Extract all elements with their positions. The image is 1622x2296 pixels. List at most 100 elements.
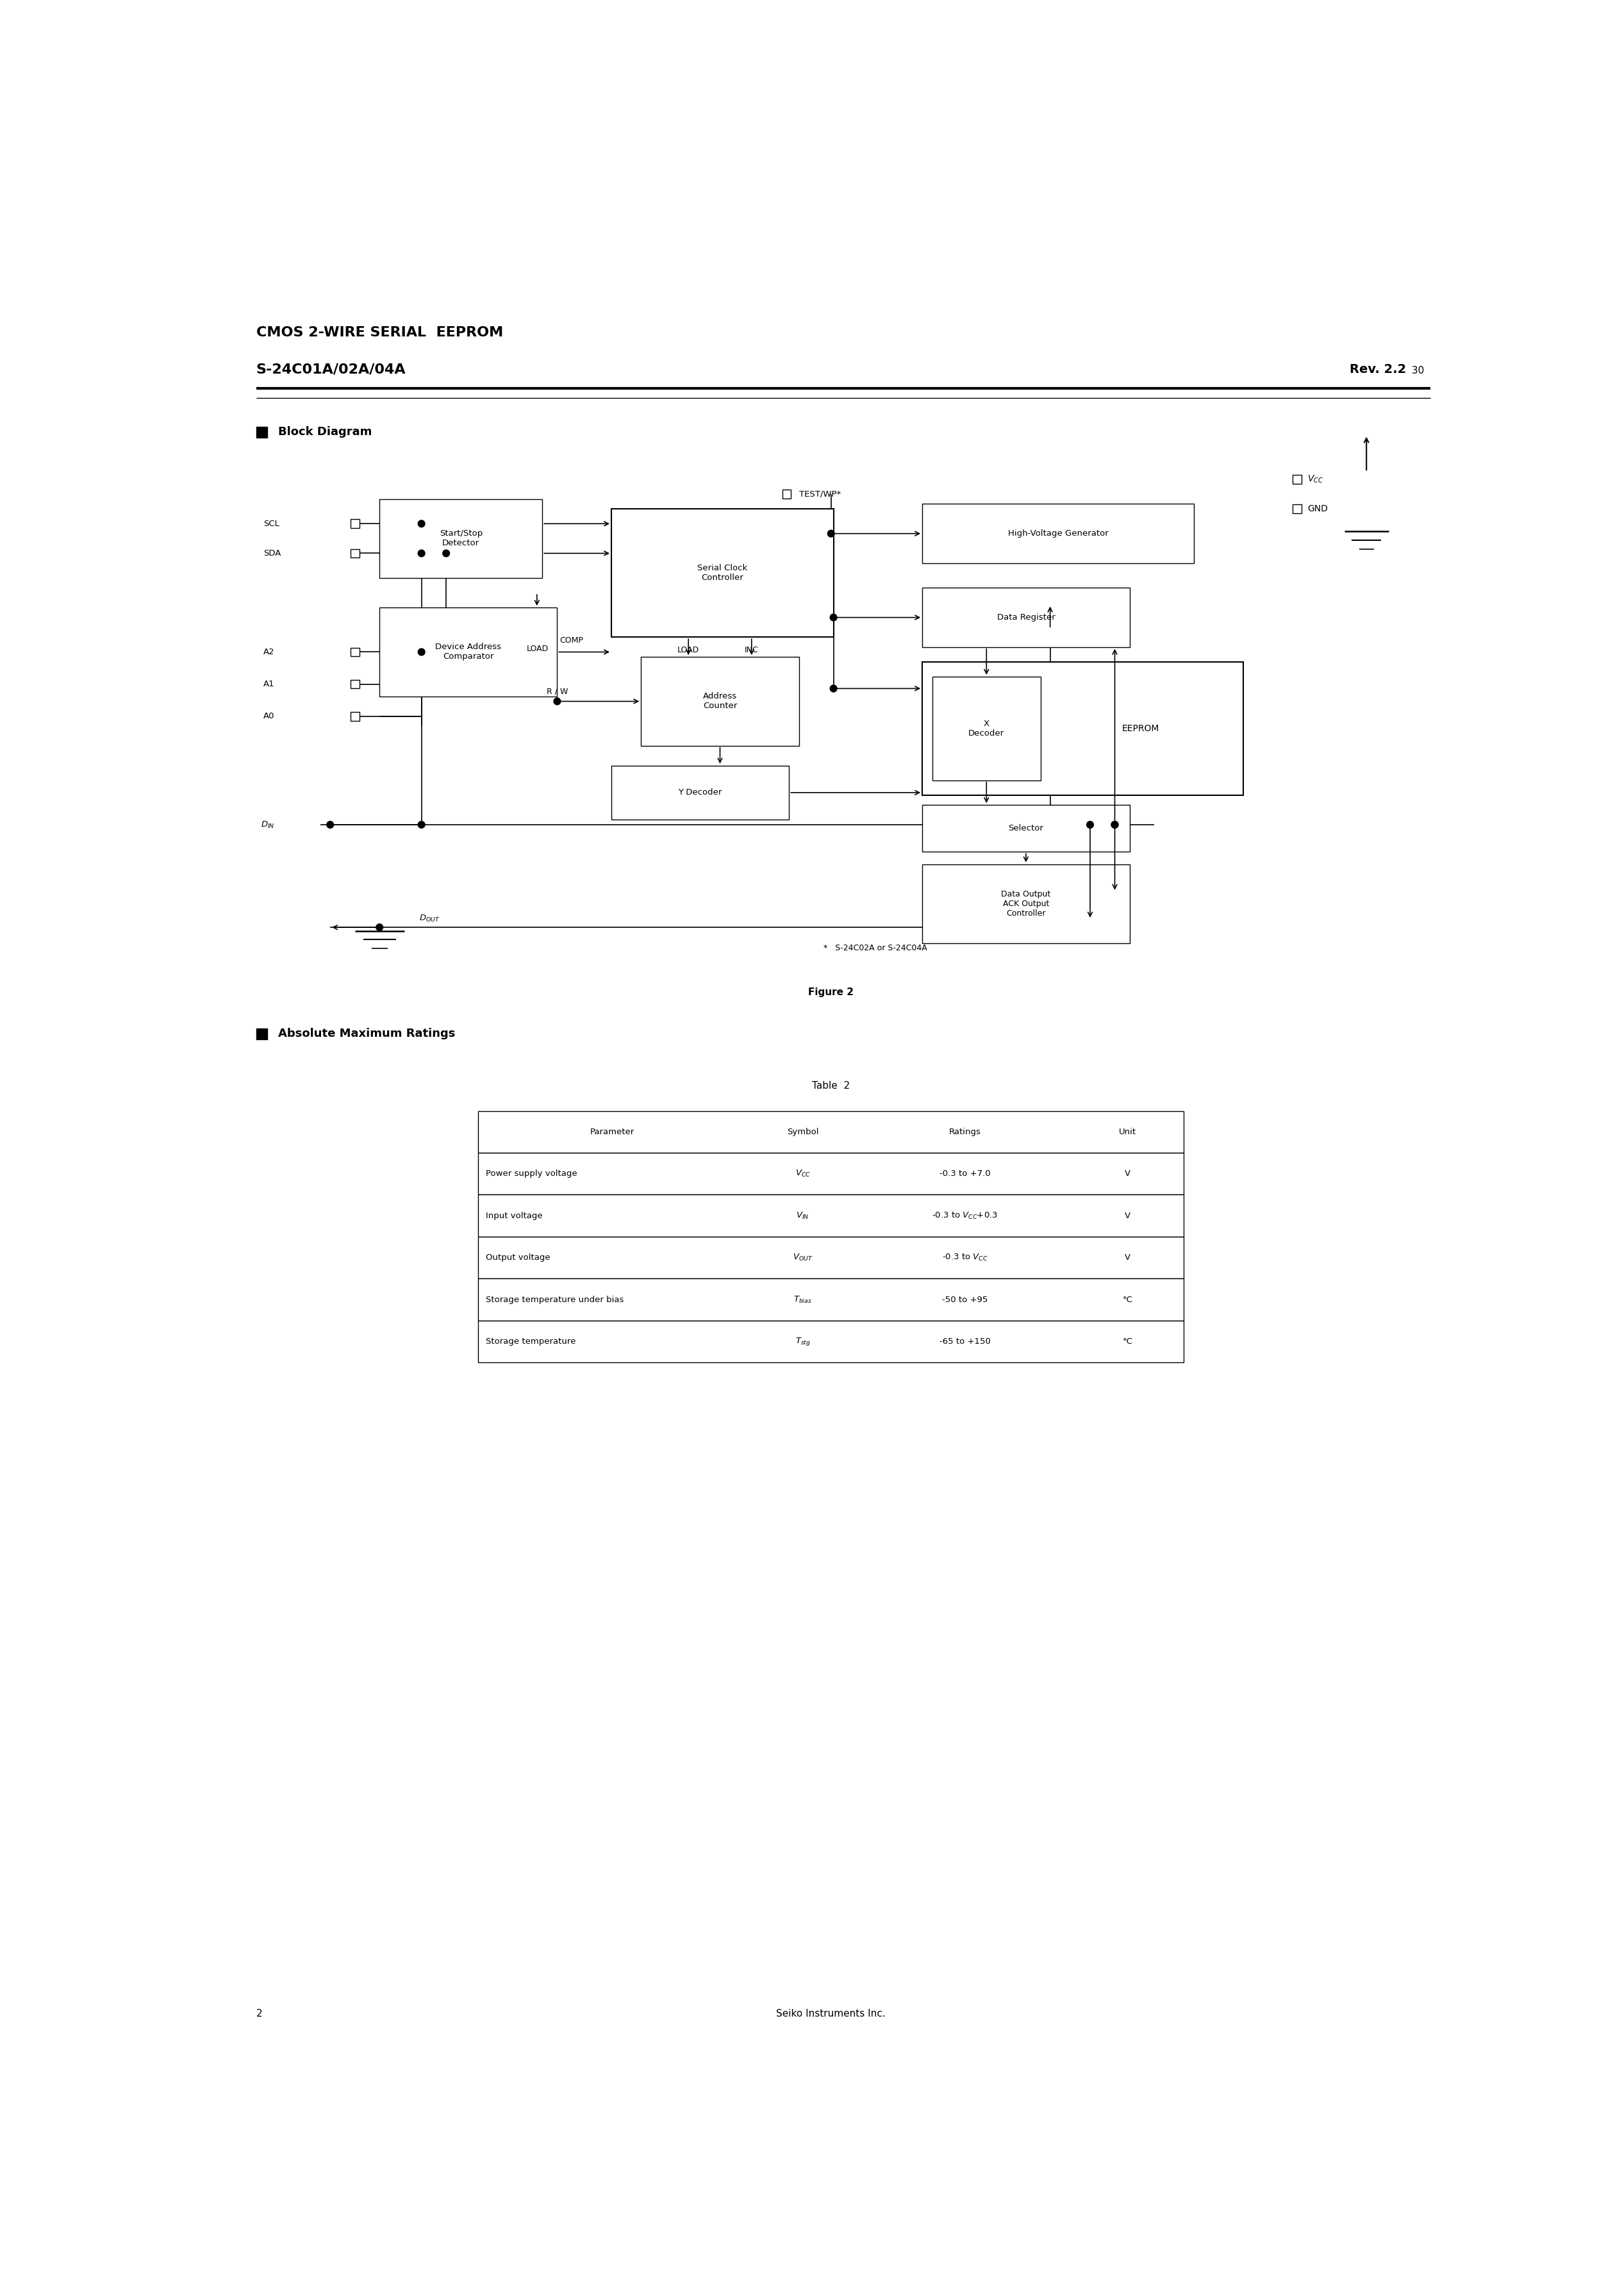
Text: CMOS 2-WIRE SERIAL  EEPROM: CMOS 2-WIRE SERIAL EEPROM <box>256 326 503 340</box>
Text: -65 to +150: -65 to +150 <box>939 1336 991 1345</box>
Bar <box>923 661 1242 794</box>
Text: Input voltage: Input voltage <box>485 1212 542 1219</box>
Bar <box>478 1279 1184 1320</box>
Text: Absolute Maximum Ratings: Absolute Maximum Ratings <box>279 1029 456 1040</box>
Text: 30: 30 <box>1408 365 1424 377</box>
Bar <box>478 1320 1184 1362</box>
Bar <box>923 863 1129 944</box>
Text: R / W: R / W <box>547 687 568 696</box>
Circle shape <box>376 923 383 930</box>
Text: LOAD: LOAD <box>527 645 548 652</box>
Bar <box>641 657 800 746</box>
Text: V: V <box>1124 1212 1131 1219</box>
Bar <box>350 680 360 689</box>
Text: Symbol: Symbol <box>787 1127 819 1137</box>
Text: LOAD: LOAD <box>678 645 699 654</box>
Text: $V_{OUT}$: $V_{OUT}$ <box>793 1254 813 1263</box>
Text: Parameter: Parameter <box>590 1127 634 1137</box>
Bar <box>782 489 792 498</box>
Text: COMP: COMP <box>560 636 584 645</box>
Text: Output voltage: Output voltage <box>485 1254 550 1263</box>
Circle shape <box>830 613 837 620</box>
Bar <box>350 712 360 721</box>
Text: Storage temperature: Storage temperature <box>485 1336 576 1345</box>
Circle shape <box>326 822 334 829</box>
Text: Table  2: Table 2 <box>813 1081 850 1091</box>
Circle shape <box>418 549 425 556</box>
Circle shape <box>1111 822 1118 829</box>
Bar <box>1293 505 1302 514</box>
Text: Storage temperature under bias: Storage temperature under bias <box>485 1295 623 1304</box>
Bar <box>256 1029 268 1040</box>
Bar <box>478 1153 1184 1194</box>
Text: V: V <box>1124 1254 1131 1263</box>
Bar <box>611 765 788 820</box>
Text: Selector: Selector <box>1009 824 1043 833</box>
Circle shape <box>1087 822 1093 829</box>
Text: Data Output
ACK Output
Controller: Data Output ACK Output Controller <box>1001 891 1051 918</box>
Text: -50 to +95: -50 to +95 <box>942 1295 988 1304</box>
Text: GND: GND <box>1307 505 1328 514</box>
Text: A0: A0 <box>263 712 274 721</box>
Bar <box>350 549 360 558</box>
Circle shape <box>418 822 425 829</box>
Text: Rev. 2.2: Rev. 2.2 <box>1350 363 1406 377</box>
Circle shape <box>418 647 425 654</box>
Circle shape <box>827 530 834 537</box>
Text: Serial Clock
Controller: Serial Clock Controller <box>697 565 748 581</box>
Bar <box>350 519 360 528</box>
Text: Address
Counter: Address Counter <box>702 693 736 709</box>
Bar <box>478 1238 1184 1279</box>
Text: SDA: SDA <box>263 549 281 558</box>
Bar <box>380 498 542 579</box>
Text: Y Decoder: Y Decoder <box>678 788 722 797</box>
Bar <box>923 588 1129 647</box>
Text: Figure 2: Figure 2 <box>808 987 853 996</box>
Text: $D_{IN}$: $D_{IN}$ <box>261 820 276 829</box>
Text: Seiko Instruments Inc.: Seiko Instruments Inc. <box>777 2009 886 2018</box>
Text: 2: 2 <box>256 2009 263 2018</box>
Text: S-24C01A/02A/04A: S-24C01A/02A/04A <box>256 363 406 377</box>
Bar <box>478 1194 1184 1238</box>
Text: High-Voltage Generator: High-Voltage Generator <box>1007 530 1108 537</box>
Circle shape <box>553 698 561 705</box>
Circle shape <box>418 521 425 528</box>
Bar <box>350 647 360 657</box>
Text: X
Decoder: X Decoder <box>968 719 1004 737</box>
Text: $V_{IN}$: $V_{IN}$ <box>796 1210 809 1221</box>
Text: *   S-24C02A or S-24C04A: * S-24C02A or S-24C04A <box>824 944 928 953</box>
Text: -0.3 to +7.0: -0.3 to +7.0 <box>939 1169 991 1178</box>
Text: INC: INC <box>744 645 759 654</box>
Text: EEPROM: EEPROM <box>1122 723 1160 732</box>
Bar <box>1293 475 1302 484</box>
Bar <box>923 806 1129 852</box>
Text: °C: °C <box>1122 1295 1132 1304</box>
Text: Unit: Unit <box>1119 1127 1135 1137</box>
Circle shape <box>443 549 449 556</box>
Text: -0.3 to $V_{CC}$: -0.3 to $V_{CC}$ <box>942 1254 988 1263</box>
Circle shape <box>1111 822 1118 829</box>
Text: $T_{stg}$: $T_{stg}$ <box>795 1336 811 1348</box>
Text: Data Register: Data Register <box>998 613 1054 622</box>
Text: Start/Stop
Detector: Start/Stop Detector <box>440 530 482 546</box>
Text: $V_{CC}$: $V_{CC}$ <box>795 1169 811 1178</box>
Circle shape <box>830 684 837 691</box>
Text: $D_{OUT}$: $D_{OUT}$ <box>418 914 440 923</box>
Text: A2: A2 <box>263 647 274 657</box>
Bar <box>933 677 1041 781</box>
Text: V: V <box>1124 1169 1131 1178</box>
Text: $T_{bias}$: $T_{bias}$ <box>793 1295 813 1304</box>
Text: -0.3 to $V_{CC}$+0.3: -0.3 to $V_{CC}$+0.3 <box>933 1210 998 1221</box>
Text: °C: °C <box>1122 1336 1132 1345</box>
Text: SCL: SCL <box>263 519 279 528</box>
Text: Device Address
Comparator: Device Address Comparator <box>435 643 501 661</box>
Text: Power supply voltage: Power supply voltage <box>485 1169 577 1178</box>
Bar <box>923 505 1194 563</box>
Bar <box>478 1111 1184 1153</box>
Text: A1: A1 <box>263 680 274 689</box>
Bar <box>256 427 268 436</box>
Bar <box>611 510 834 638</box>
Text: Block Diagram: Block Diagram <box>279 427 371 439</box>
Text: $V_{CC}$: $V_{CC}$ <box>1307 473 1324 484</box>
Bar <box>380 608 558 696</box>
